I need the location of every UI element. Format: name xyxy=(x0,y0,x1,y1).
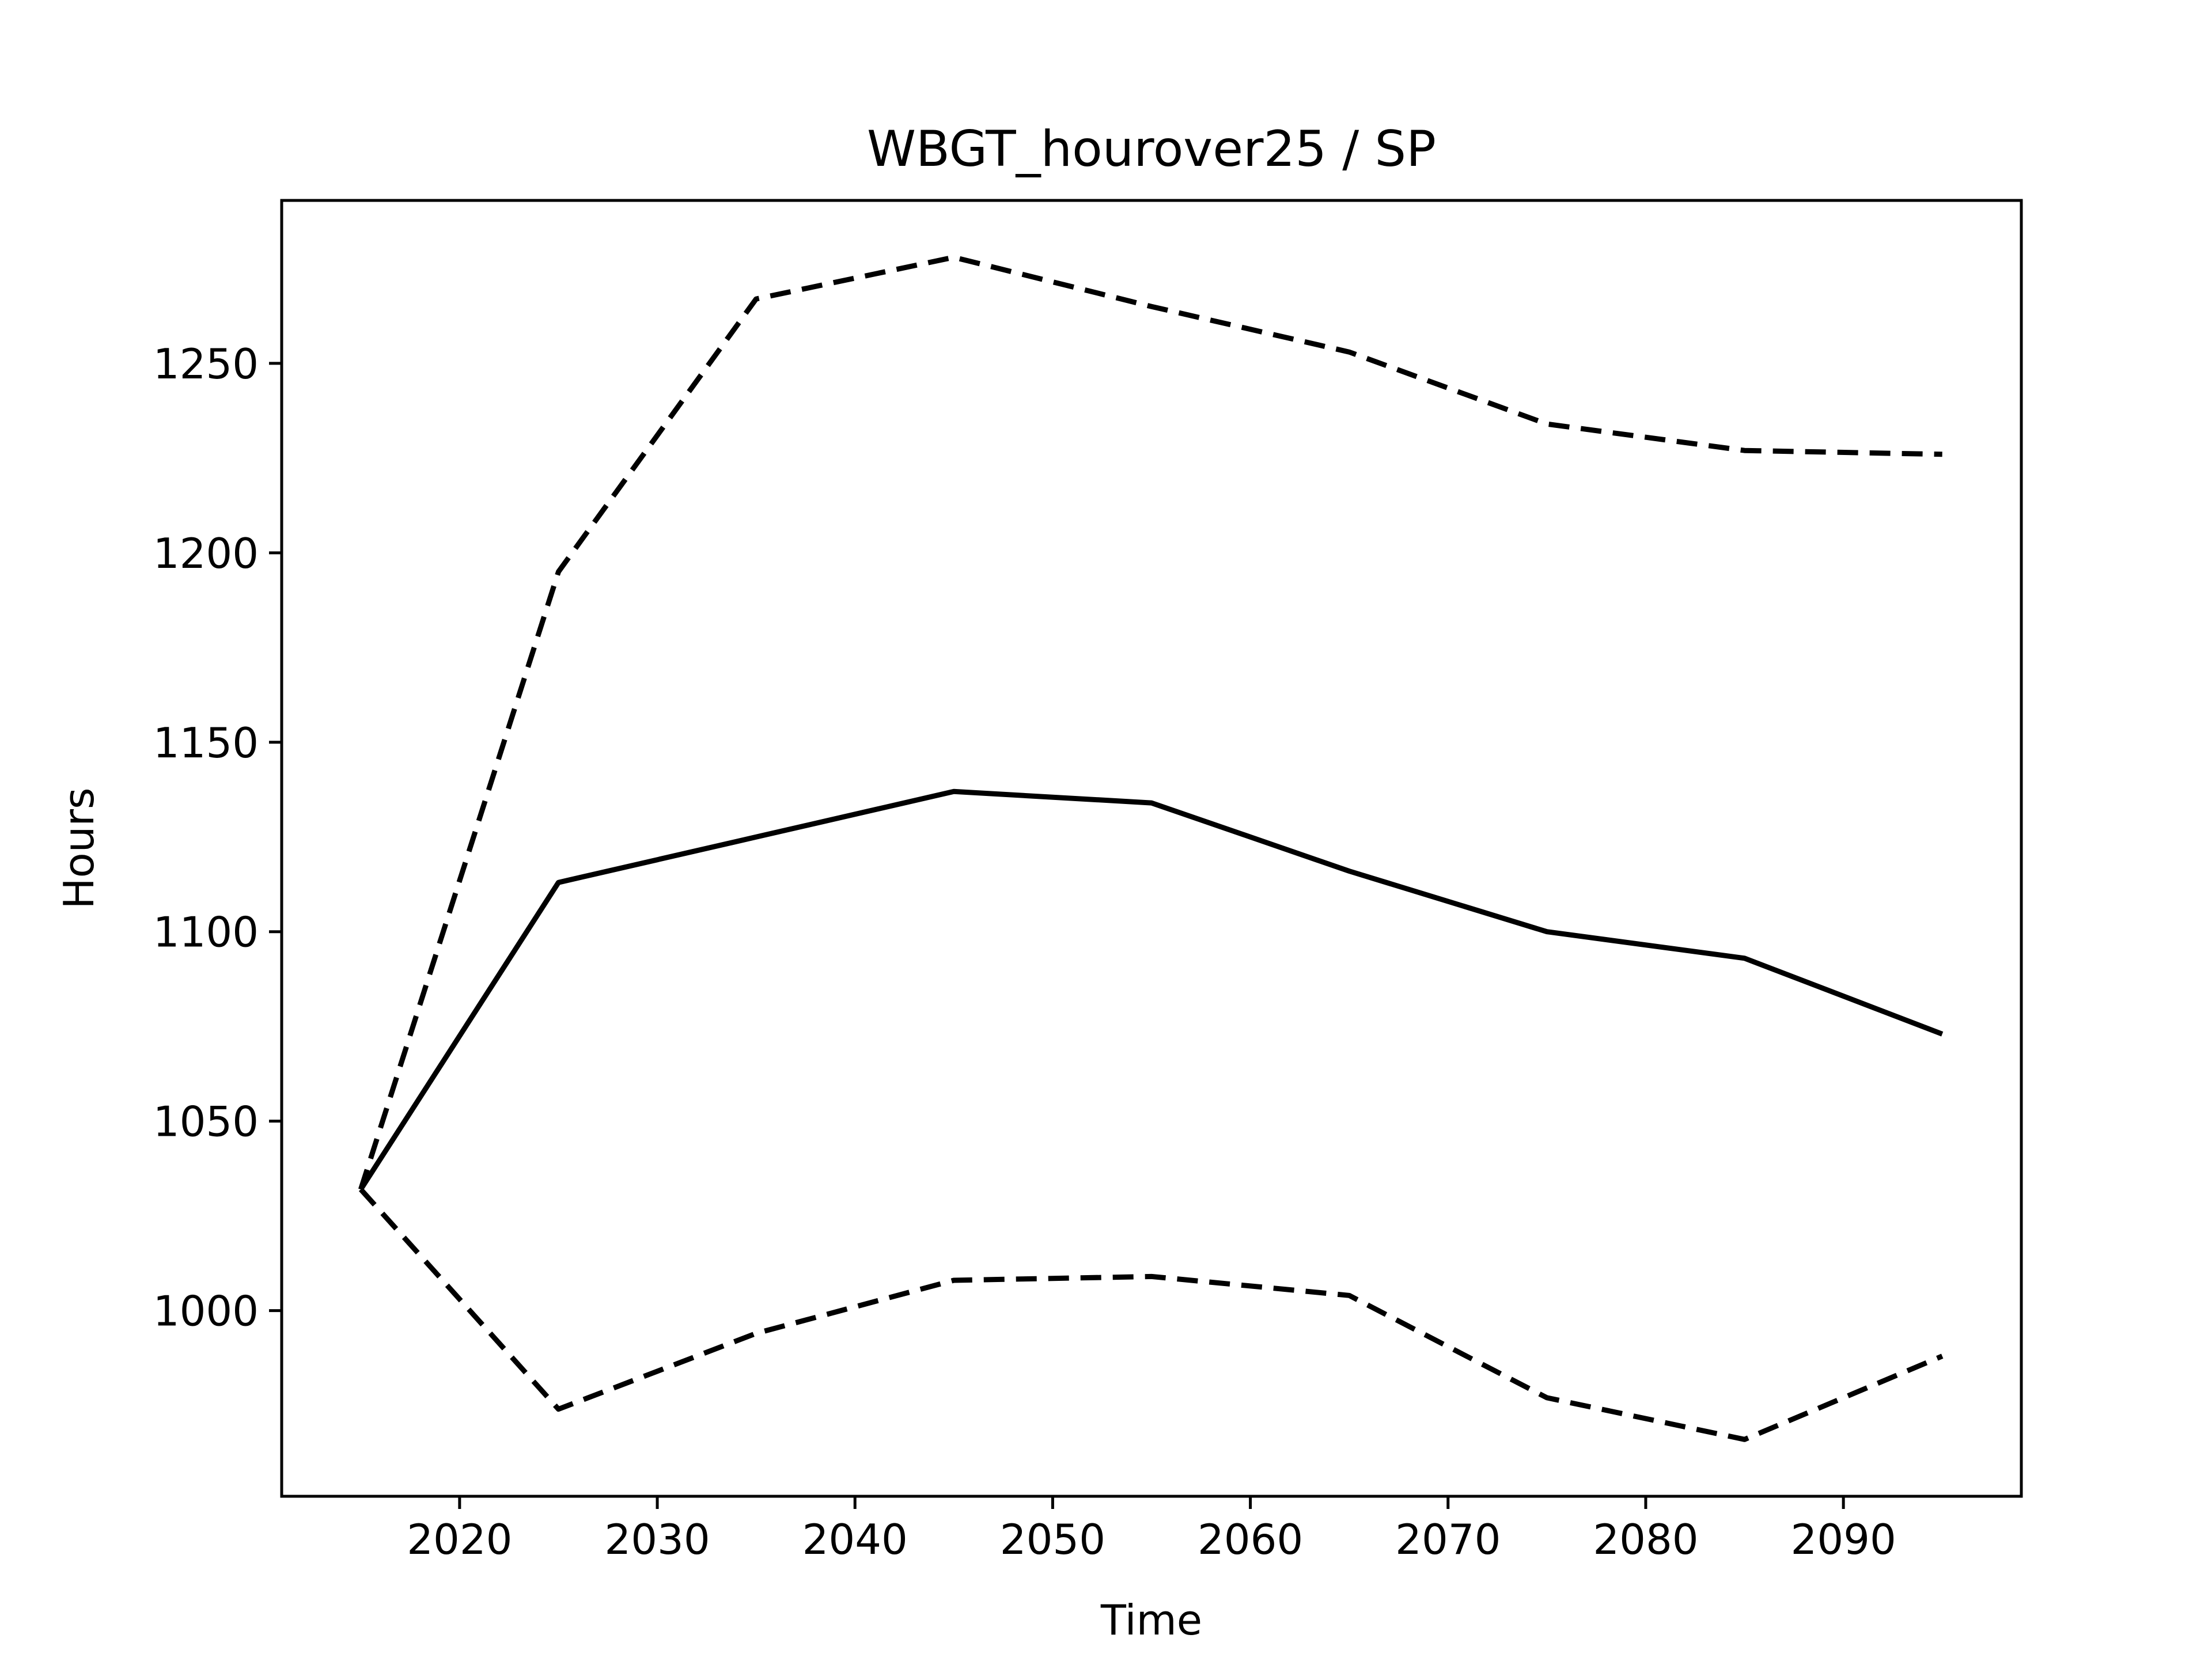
x-tick-label: 2030 xyxy=(604,1515,710,1564)
x-tick-label: 2090 xyxy=(1791,1515,1896,1564)
plot-area-frame xyxy=(280,199,2023,1498)
y-tick-label: 1150 xyxy=(153,719,259,767)
y-tick-label: 1050 xyxy=(153,1098,259,1146)
x-tick-label: 2080 xyxy=(1593,1515,1698,1564)
series-line-0 xyxy=(358,255,1942,1190)
x-tick-label: 2050 xyxy=(1000,1515,1105,1564)
x-axis-label: Time xyxy=(1100,1596,1202,1644)
y-axis-label: Hours xyxy=(55,788,103,909)
y-tick-label: 1000 xyxy=(153,1287,259,1336)
series-line-1 xyxy=(358,788,1944,1191)
x-tick-label: 2040 xyxy=(802,1515,908,1564)
x-tick-label: 2060 xyxy=(1198,1515,1303,1564)
x-tick-label: 2070 xyxy=(1395,1515,1501,1564)
y-tick-label: 1100 xyxy=(153,908,259,957)
chart-title: WBGT_hourover25 / SP xyxy=(867,120,1436,178)
x-tick-label: 2020 xyxy=(407,1515,512,1564)
series-line-2 xyxy=(358,1188,1944,1442)
y-tick-label: 1250 xyxy=(153,340,259,388)
y-tick-label: 1200 xyxy=(153,529,259,578)
